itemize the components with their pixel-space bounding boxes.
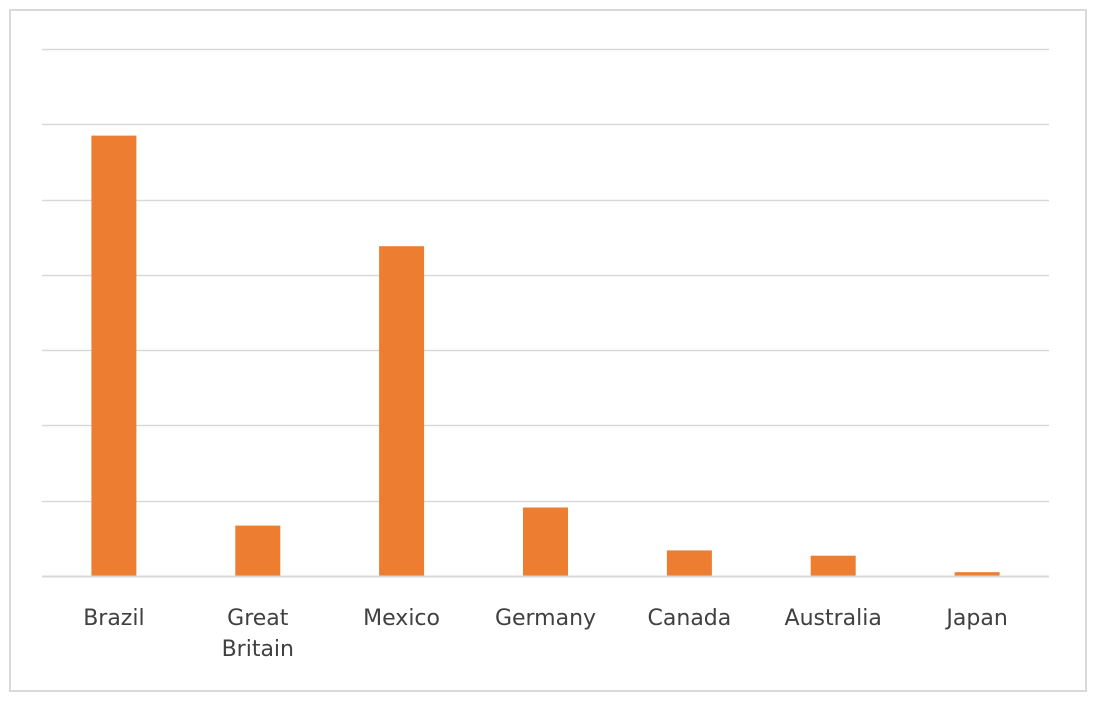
bar-mexico	[379, 246, 425, 576]
x-tick-label-australia: Australia	[785, 606, 882, 631]
x-tick-label-japan: Japan	[944, 606, 1007, 631]
bar-japan	[954, 572, 1000, 576]
x-tick-label-great-britain: Great Britain	[222, 606, 294, 662]
bars	[91, 135, 1000, 576]
x-tick-label-mexico: Mexico	[363, 606, 440, 631]
x-tick-label-germany: Germany	[495, 606, 596, 631]
x-tick-label-line: Britain	[222, 637, 294, 662]
x-tick-label-line: Japan	[944, 606, 1007, 631]
x-tick-label-line: Germany	[495, 606, 596, 631]
bar-canada	[666, 550, 712, 576]
x-tick-label-brazil: Brazil	[83, 606, 144, 631]
x-tick-label-line: Great	[227, 606, 289, 631]
x-tick-label-line: Mexico	[363, 606, 440, 631]
bar-germany	[523, 507, 568, 576]
x-tick-label-canada: Canada	[648, 606, 732, 631]
bar-brazil	[91, 135, 137, 576]
x-tick-label-line: Brazil	[83, 606, 144, 631]
bar-great-britain	[235, 525, 281, 576]
x-tick-labels: Brazil Great Britain Mexico Germany Canada Aus…	[83, 606, 1008, 662]
x-tick-label-line: Canada	[648, 606, 732, 631]
bar-australia	[810, 555, 856, 576]
grid-lines	[42, 48, 1049, 503]
x-tick-label-line: Australia	[785, 606, 882, 631]
